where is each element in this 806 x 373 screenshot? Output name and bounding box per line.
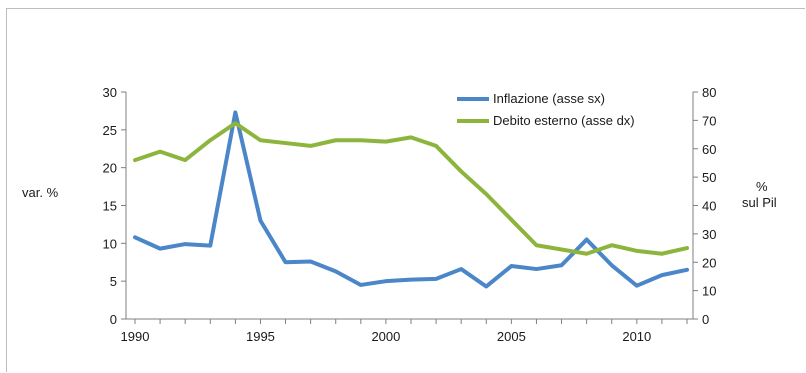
left-y-tick-label: 30 bbox=[103, 85, 117, 100]
right-y-tick-label: 30 bbox=[702, 227, 716, 242]
x-tick-label: 2005 bbox=[497, 329, 526, 344]
series-line-inflazione bbox=[133, 110, 689, 289]
right-y-tick-label: 40 bbox=[702, 199, 716, 214]
right-y-tick-label: 80 bbox=[702, 85, 716, 100]
x-tick-label: 2000 bbox=[371, 329, 400, 344]
right-y-tick-label: 60 bbox=[702, 142, 716, 157]
right-y-tick-label: 0 bbox=[702, 312, 709, 327]
legend-label-inflazione: Inflazione (asse sx) bbox=[493, 91, 605, 106]
right-y-tick-label: 20 bbox=[702, 255, 716, 270]
line-chart: 0 5 10 15 20 25 30 0 10 20 30 40 50 60 70 80 1990 1995 200… bbox=[22, 85, 777, 344]
left-axis-label: var. % bbox=[22, 185, 59, 200]
right-axis-label-line2: sul Pil bbox=[742, 195, 777, 210]
right-y-tick-label: 70 bbox=[702, 113, 716, 128]
right-axis-label-line1: % bbox=[756, 179, 768, 194]
left-y-tick-label: 5 bbox=[110, 274, 117, 289]
ticks: 0 5 10 15 20 25 30 0 10 20 30 40 50 60 70 80 1990 1995 200… bbox=[103, 85, 717, 344]
left-y-tick-label: 10 bbox=[103, 236, 117, 251]
series-line-debito-esterno bbox=[133, 121, 689, 256]
series-group bbox=[133, 110, 689, 289]
left-y-tick-label: 15 bbox=[103, 199, 117, 214]
right-y-tick-label: 50 bbox=[702, 170, 716, 185]
chart-frame: 0 5 10 15 20 25 30 0 10 20 30 40 50 60 70 80 1990 1995 200… bbox=[6, 8, 805, 372]
x-tick-label: 2010 bbox=[622, 329, 651, 344]
x-tick-label: 1990 bbox=[121, 329, 150, 344]
left-y-tick-label: 20 bbox=[103, 161, 117, 176]
legend-label-debito-esterno: Debito esterno (asse dx) bbox=[493, 113, 635, 128]
x-tick-label: 1995 bbox=[246, 329, 275, 344]
legend: Inflazione (asse sx) Debito esterno (ass… bbox=[457, 91, 635, 128]
right-y-tick-label: 10 bbox=[702, 284, 716, 299]
left-y-tick-label: 25 bbox=[103, 123, 117, 138]
left-y-tick-label: 0 bbox=[110, 312, 117, 327]
